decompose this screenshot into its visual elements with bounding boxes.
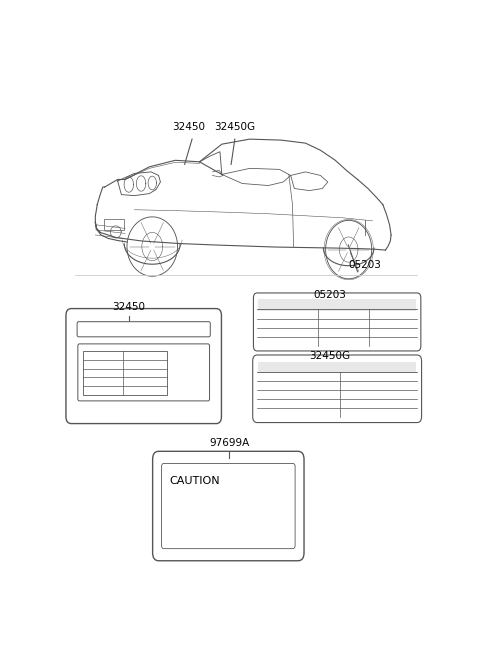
Bar <box>258 299 416 310</box>
Bar <box>83 351 167 395</box>
FancyBboxPatch shape <box>77 322 210 337</box>
Text: 97699A: 97699A <box>209 438 250 448</box>
FancyBboxPatch shape <box>78 344 210 401</box>
Text: 05203: 05203 <box>348 260 382 271</box>
Text: 32450G: 32450G <box>309 351 350 361</box>
Text: 32450: 32450 <box>112 301 145 312</box>
FancyBboxPatch shape <box>162 464 295 549</box>
Text: 32450G: 32450G <box>214 122 255 132</box>
Bar <box>258 362 416 373</box>
Text: 32450: 32450 <box>172 122 205 132</box>
FancyBboxPatch shape <box>252 355 421 422</box>
FancyBboxPatch shape <box>253 293 421 351</box>
Text: 05203: 05203 <box>313 290 346 299</box>
Bar <box>104 219 124 230</box>
FancyBboxPatch shape <box>66 309 221 424</box>
Text: CAUTION: CAUTION <box>169 476 220 485</box>
FancyBboxPatch shape <box>153 451 304 561</box>
